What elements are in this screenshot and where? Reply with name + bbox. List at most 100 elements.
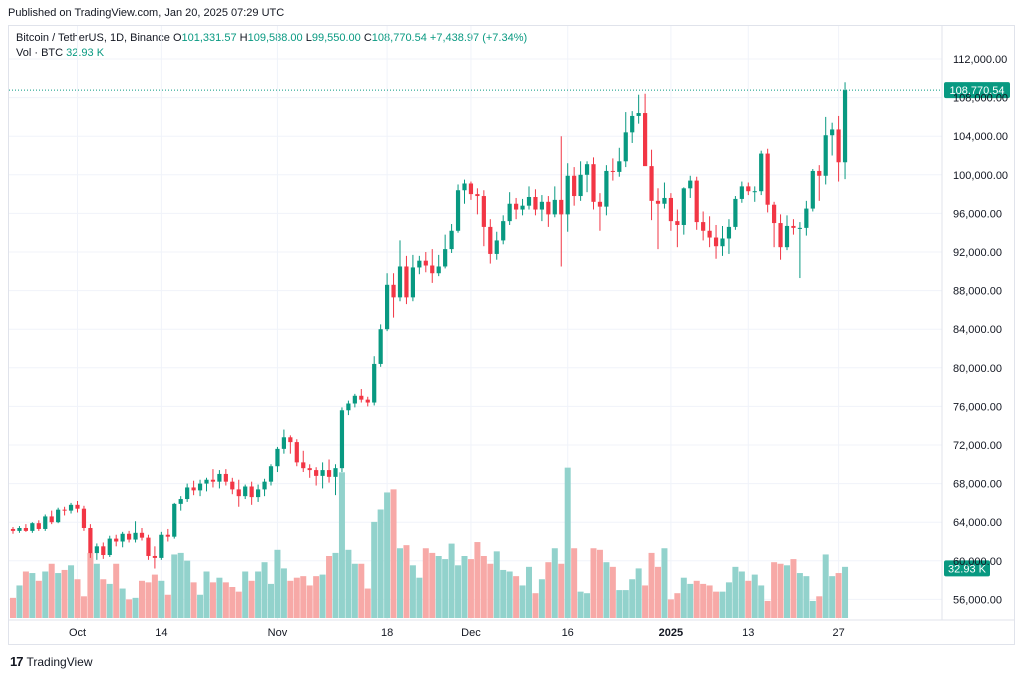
candle-body <box>365 399 370 403</box>
candle-body <box>559 199 564 215</box>
volume-bar <box>100 579 107 618</box>
candle-body <box>636 113 641 116</box>
volume-bar <box>55 573 62 618</box>
volume-bar <box>590 548 597 618</box>
candle-body <box>752 191 757 193</box>
volume-bar <box>538 579 545 618</box>
candle-body <box>81 508 87 528</box>
candle-body <box>243 486 248 497</box>
volume-bar <box>661 548 668 618</box>
y-tick-label: 88,000.00 <box>953 286 1002 298</box>
volume-bar <box>274 549 281 618</box>
candle-body <box>120 533 125 542</box>
volume-bar <box>842 566 849 618</box>
candle-body <box>778 223 783 248</box>
candle-body <box>191 487 196 491</box>
volume-bar <box>796 573 803 618</box>
candle-body <box>127 533 132 540</box>
volume-bar <box>371 521 378 618</box>
candle-body <box>30 523 35 531</box>
candle-body <box>333 468 338 477</box>
last-price-tag <box>944 82 1010 99</box>
candle-body <box>842 90 848 163</box>
candle-body <box>681 188 686 225</box>
x-tick-label: Oct <box>69 627 86 639</box>
volume-bar <box>719 591 726 618</box>
volume-bar <box>480 556 487 618</box>
volume-bar <box>713 591 720 618</box>
tradingview-logo-icon: 17 <box>10 654 24 669</box>
volume-bar <box>190 582 197 618</box>
candle-body <box>701 222 706 231</box>
volume-bar <box>603 562 610 618</box>
volume-bar <box>803 576 810 618</box>
volume-label[interactable]: Vol · BTC <box>16 47 64 59</box>
candle-body <box>739 186 744 199</box>
volume-bar <box>313 576 320 618</box>
volume-bar <box>829 576 836 618</box>
volume-bar <box>184 560 191 618</box>
last-price-line: 108,770.54 32.93 K <box>9 82 1010 577</box>
candle-body <box>391 284 396 298</box>
candle-body <box>791 225 796 228</box>
y-tick-label: 104,000.00 <box>953 131 1008 143</box>
candle-body <box>320 470 325 476</box>
y-tick-label: 84,000.00 <box>953 324 1002 336</box>
candle-body <box>230 481 235 490</box>
open-value: 101,331.57 <box>181 32 237 44</box>
tradingview-brand[interactable]: 17 TradingView <box>10 654 93 669</box>
volume-bar <box>197 594 204 618</box>
volume-bar <box>784 565 790 618</box>
volume-bar <box>319 574 326 618</box>
volume-bar <box>461 556 468 618</box>
symbol-title[interactable]: Bitcoin / TetherUS, 1D, Binance <box>16 32 170 44</box>
candle-body <box>339 410 345 469</box>
volume-bar <box>429 552 436 618</box>
candle-body <box>649 166 654 201</box>
y-tick-label: 108,000.00 <box>953 93 1008 105</box>
volume-bar <box>61 569 68 618</box>
volume-bar <box>255 571 262 618</box>
volume-bar <box>725 582 732 618</box>
candle-body <box>172 503 177 537</box>
candle-body <box>378 329 383 364</box>
candle-body <box>159 534 164 558</box>
volume-bar <box>332 552 339 618</box>
candle-body <box>436 266 441 274</box>
candle-body <box>817 170 822 176</box>
y-tick-label: 68,000.00 <box>953 479 1002 491</box>
volume-bar <box>609 566 616 618</box>
change-value: +7,438.97 (+7.34%) <box>429 32 528 44</box>
x-tick-label: 14 <box>155 627 167 639</box>
candle-body <box>546 201 551 215</box>
x-tick-label: 2025 <box>659 627 683 639</box>
volume-bar <box>106 583 113 618</box>
candle-body <box>197 483 203 491</box>
candle-body <box>152 555 157 558</box>
y-tick-label: 80,000.00 <box>953 363 1002 375</box>
volume-bar <box>35 580 42 618</box>
volume-bar <box>306 585 313 618</box>
volume-bar <box>384 492 391 618</box>
last-volume-tag <box>944 560 990 577</box>
volume-bar <box>42 571 49 618</box>
volume-bar <box>506 571 513 618</box>
volume-bar <box>577 591 584 618</box>
volume-bar <box>22 571 29 618</box>
candle-body <box>726 226 732 239</box>
volume-bar <box>409 565 416 618</box>
volume-bar <box>667 599 674 618</box>
volume-bar <box>326 556 333 618</box>
x-tick-label: Dec <box>461 627 481 639</box>
volume-bar <box>222 582 229 618</box>
candle-body <box>823 135 828 176</box>
volume-bar <box>416 577 423 618</box>
volume-bar <box>771 562 778 618</box>
candle-body <box>346 403 351 411</box>
volume-bar <box>345 549 352 618</box>
candle-body <box>397 266 403 298</box>
candle-body <box>94 546 99 554</box>
volume-bar <box>680 577 687 618</box>
chart-frame[interactable] <box>8 25 1015 645</box>
